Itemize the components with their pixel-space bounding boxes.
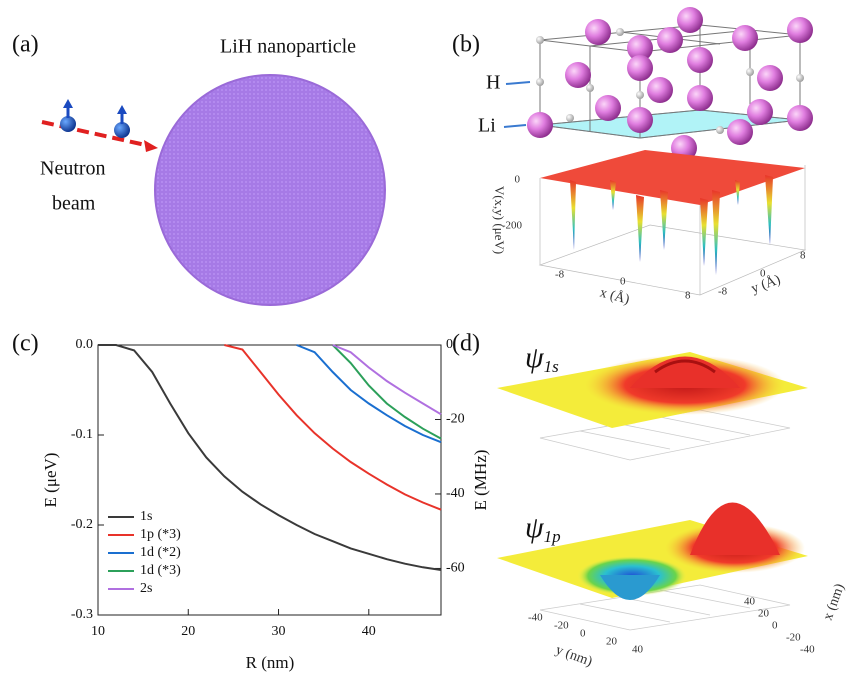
series-line — [297, 345, 441, 442]
y2-axis-label: E (MHz) — [471, 450, 490, 511]
x-tick-label: 20 — [758, 608, 770, 620]
spin-head — [63, 99, 73, 108]
state-label: ψ1p — [525, 511, 561, 546]
x-axis-label: R (nm) — [246, 653, 295, 672]
legend-label: 1d (*2) — [140, 545, 181, 560]
legend-label: 2s — [140, 581, 152, 596]
x-tick-label: 40 — [362, 624, 376, 639]
y-tick-label: 0 — [580, 628, 586, 640]
beam-label: beam — [52, 193, 96, 215]
y2-tick-label: -20 — [446, 412, 465, 427]
x-tick-label: 8 — [685, 290, 691, 302]
x-tick-label: -20 — [786, 632, 801, 644]
label-arrow — [504, 125, 526, 127]
arrow-head — [144, 140, 158, 152]
panel-label: (d) — [452, 331, 480, 357]
x-tick-label: 20 — [181, 624, 195, 639]
legend-label: 1p (*3) — [140, 527, 181, 542]
x-axis-label: x (nm) — [821, 582, 848, 623]
panel-label: (a) — [12, 32, 39, 58]
series-line — [333, 345, 441, 439]
y-tick-label: 0.0 — [76, 337, 94, 352]
panel-title: LiH nanoparticle — [220, 36, 356, 58]
panel-c: (c) E (μeV) E (MHz) R (nm) 0.0 -0.1 -0.2 -0… — [12, 331, 490, 672]
x-tick-label: 0 — [772, 620, 778, 632]
y-axis-label: y (nm) — [554, 643, 595, 670]
panel-a: (a) LiH nanoparticle Neutron beam — [12, 32, 385, 306]
x-axis-label: x (Å) — [598, 285, 631, 308]
y-tick-label: -8 — [718, 286, 728, 298]
y-tick-label: -0.1 — [71, 427, 93, 442]
y2-tick-label: -40 — [446, 486, 465, 501]
x-tick-label: 40 — [744, 596, 756, 608]
y-axis-label: y (Å) — [749, 271, 783, 296]
neutron — [60, 116, 76, 132]
beam-label: Neutron — [40, 158, 106, 180]
y-tick-label: 20 — [606, 636, 618, 648]
beam-arrow — [42, 122, 150, 146]
z-tick-label: 0 — [515, 174, 521, 186]
legend-label: 1d (*3) — [140, 563, 181, 578]
panel-label: (c) — [12, 331, 39, 357]
x-tick-label: 10 — [91, 624, 105, 639]
y-tick-label: -0.3 — [71, 607, 93, 622]
y-tick-label: -20 — [554, 620, 569, 632]
y-axis-label: E (μeV) — [41, 453, 60, 508]
figure: (a) LiH nanoparticle Neutron beam (b) — [0, 0, 859, 683]
spin-head — [117, 105, 127, 114]
panel-b: (b) H Li 0 -200 V(x,y — [452, 7, 813, 308]
atom-label: H — [486, 72, 500, 94]
x-tick-label: 30 — [272, 624, 286, 639]
label-arrow — [506, 82, 530, 84]
x-tick-label: -40 — [800, 644, 815, 656]
atoms — [527, 7, 813, 161]
y-tick-label: -0.2 — [71, 517, 93, 532]
atom-label: Li — [478, 115, 496, 137]
x-tick-label: -8 — [555, 269, 565, 281]
y-tick-label: -40 — [528, 612, 543, 624]
z-axis-label: V(x,y) (μeV) — [492, 186, 507, 254]
y-tick-label: 40 — [632, 644, 644, 656]
legend-label: 1s — [140, 509, 152, 524]
state-label: ψ1s — [525, 341, 559, 376]
panel-label: (b) — [452, 32, 480, 58]
nanoparticle — [155, 75, 385, 305]
neutron — [114, 122, 130, 138]
x-tick-label: 0 — [620, 276, 626, 288]
y-tick-label: 8 — [800, 250, 806, 262]
y2-tick-label: -60 — [446, 561, 465, 576]
